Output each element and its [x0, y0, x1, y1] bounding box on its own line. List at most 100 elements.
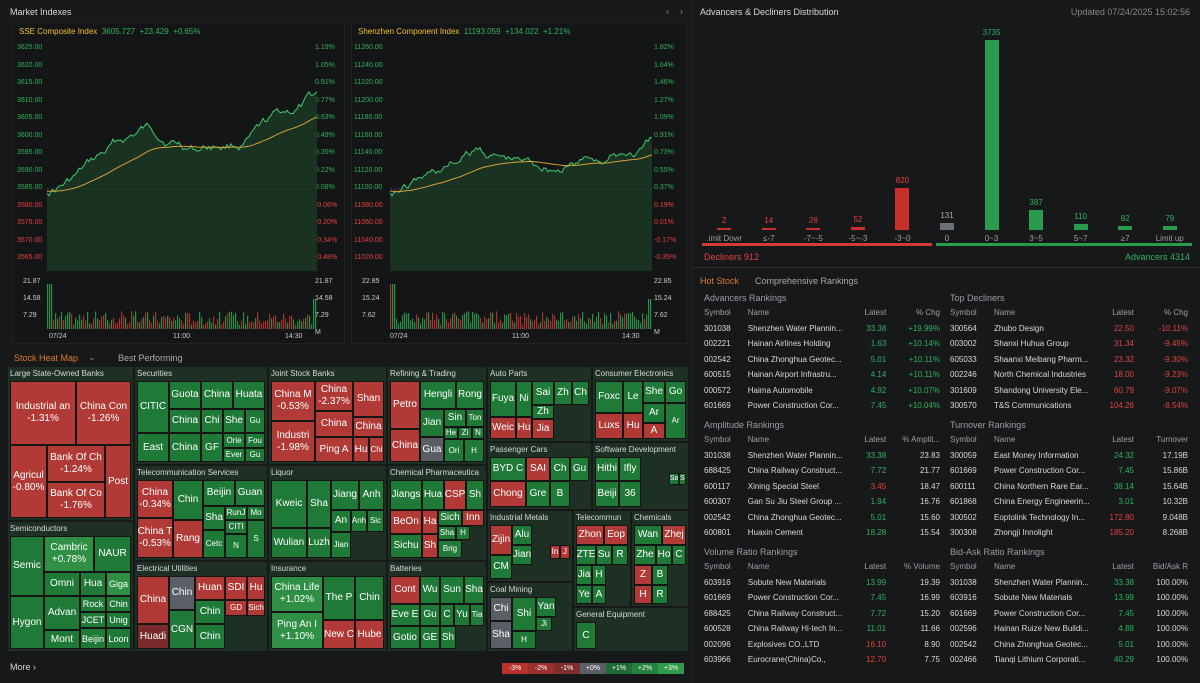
stock-cell[interactable]: CSP [444, 480, 466, 510]
column-header[interactable]: % Chg [1163, 308, 1188, 318]
stock-cell[interactable]: Rock [80, 596, 106, 612]
column-header[interactable]: Name [994, 308, 1016, 318]
stock-cell[interactable]: China [315, 411, 353, 437]
stock-cell[interactable]: A [643, 423, 665, 439]
table-row[interactable]: 300059 East Money Information 24.32 17.19B [946, 448, 1192, 464]
stock-cell[interactable]: Z [634, 565, 652, 585]
stock-cell[interactable]: Gu [245, 409, 265, 433]
stock-cell[interactable]: CITI [225, 520, 247, 534]
tab-hot-stock[interactable]: Hot Stock [700, 276, 740, 286]
stock-cell[interactable]: Eve E [390, 604, 420, 626]
table-row[interactable]: 600515 Hainan Airport Infrastru... 4.14 +10… [700, 367, 944, 383]
table-row[interactable]: 300308 Zhongji Innolight 185.20 8.268B [946, 525, 1192, 541]
stock-cell[interactable]: Beiji [595, 481, 619, 507]
stock-cell[interactable]: Orie [223, 433, 245, 448]
table-row[interactable]: 603916 Sobute New Materials 13.99 19.39 [700, 575, 944, 591]
stock-cell[interactable]: Bank Of Ch -1.24% [47, 445, 105, 482]
stock-cell[interactable]: Chin [355, 576, 384, 620]
stock-cell[interactable]: Jiang [331, 480, 359, 510]
table-row[interactable]: 600111 China Northern Rare Ear... 38.14 15.… [946, 479, 1192, 495]
column-header[interactable]: Latest [864, 562, 887, 572]
stock-cell[interactable]: Ha [422, 510, 438, 534]
table-row[interactable]: 605033 Shaanxi Meibang Pharm... 23.32 -9.30… [946, 352, 1192, 368]
stock-cell[interactable]: Weic [490, 417, 516, 439]
stock-cell[interactable]: Yan [536, 597, 556, 617]
stock-cell[interactable]: Sichu [390, 534, 422, 558]
stock-cell[interactable]: Ever [223, 448, 245, 462]
stock-cell[interactable]: H [456, 526, 470, 540]
stock-cell[interactable]: China -2.37% [315, 381, 353, 411]
table-row[interactable]: 603916 Sobute New Materials 13.99 100.00% [946, 590, 1192, 606]
stock-cell[interactable]: Jian [331, 532, 351, 558]
stock-cell[interactable]: R [612, 545, 628, 565]
distribution-bar[interactable] [1118, 225, 1133, 230]
stock-cell[interactable]: Sin [444, 409, 466, 427]
stock-cell[interactable]: China [390, 429, 420, 462]
stock-cell[interactable]: Chin [195, 624, 225, 649]
table-row[interactable]: 600307 Gan Su Jiu Steel Group ... 1.94 16.7… [700, 494, 944, 510]
table-row[interactable]: 601669 Power Construction Cor... 7.45 15.86… [946, 463, 1192, 479]
sse-index-chart[interactable]: SSE Composite Index 3605.727 +23.429 +0.… [12, 22, 345, 344]
stock-cell[interactable]: Luxs [595, 413, 623, 439]
stock-cell[interactable]: Eop [604, 525, 628, 545]
table-row[interactable]: 300564 Zhubo Design 22.50 -10.11% [946, 321, 1192, 337]
column-header[interactable]: % Amplit... [902, 435, 940, 445]
stock-cell[interactable]: Alu [512, 525, 532, 545]
stock-cell[interactable]: Sa [669, 473, 679, 485]
stock-cell[interactable]: J [560, 545, 570, 559]
stock-cell[interactable]: Chin [106, 596, 131, 612]
stock-cell[interactable]: Sh [466, 480, 484, 510]
stock-cell[interactable]: Chi [201, 409, 223, 433]
stock-cell[interactable]: Ch [572, 381, 589, 405]
stock-cell[interactable]: RunJ [225, 506, 247, 520]
stock-cell[interactable]: Mo [247, 506, 265, 520]
stock-cell[interactable]: R [652, 585, 668, 604]
stock-cell[interactable]: Shi [512, 597, 536, 631]
stock-cell[interactable]: Luzh [307, 528, 331, 558]
stock-cell[interactable]: C [576, 622, 596, 649]
next-arrow-icon[interactable]: › [680, 6, 683, 16]
stock-cell[interactable]: Sai [532, 381, 554, 405]
stock-cell[interactable]: China M -0.53% [271, 381, 315, 421]
stock-cell[interactable]: BYD C [490, 457, 526, 481]
table-row[interactable]: 601669 Power Construction Cor... 7.45 +10.0… [700, 398, 944, 414]
distribution-bar[interactable] [1029, 210, 1044, 230]
stock-cell[interactable]: Semic [10, 536, 44, 596]
stock-cell[interactable]: Beijin [80, 628, 106, 649]
stock-cell[interactable]: Sun [440, 576, 464, 604]
stock-cell[interactable]: An [331, 510, 351, 532]
stock-cell[interactable]: N [472, 427, 484, 439]
stock-cell[interactable]: Post [105, 445, 131, 518]
stock-cell[interactable]: Yu [454, 604, 470, 626]
column-header[interactable]: Symbol [950, 308, 977, 318]
table-row[interactable]: 600801 Huaxin Cement 18.28 15.54 [700, 525, 944, 541]
stock-cell[interactable]: Chong [490, 481, 526, 507]
stock-cell[interactable]: China [201, 381, 233, 409]
column-header[interactable]: Name [994, 435, 1016, 445]
stock-cell[interactable]: Sh [440, 626, 456, 649]
table-row[interactable]: 301038 Shenzhen Water Plannin... 33.38 +19.… [700, 321, 944, 337]
stock-cell[interactable]: SAI [526, 457, 550, 481]
chevron-down-icon[interactable]: ⌄ [88, 352, 96, 362]
stock-cell[interactable]: Advan [44, 596, 80, 630]
stock-cell[interactable]: Hu [353, 437, 369, 462]
stock-cell[interactable]: Gu [570, 457, 589, 481]
stock-cell[interactable]: East [137, 433, 169, 462]
stock-cell[interactable]: Industrial an -1.31% [10, 381, 76, 445]
stock-cell[interactable]: Hithi [595, 457, 619, 481]
stock-cell[interactable]: China T -0.53% [137, 518, 173, 558]
stock-cell[interactable]: Gotio [390, 626, 420, 649]
stock-cell[interactable]: Bank Of Co -1.76% [47, 482, 105, 518]
stock-cell[interactable]: CGN [169, 610, 195, 649]
stock-cell[interactable]: Tia [470, 604, 484, 626]
stock-cell[interactable]: Ar [665, 403, 686, 439]
stock-cell[interactable]: Rang [173, 520, 203, 558]
column-header[interactable]: Name [747, 308, 770, 318]
stock-cell[interactable]: Beijin [203, 480, 235, 506]
column-header[interactable]: Latest [1112, 435, 1134, 445]
stock-cell[interactable]: S [679, 473, 686, 485]
stock-cell[interactable]: Jian [512, 545, 532, 565]
stock-cell[interactable]: Hu [516, 417, 532, 439]
more-link[interactable]: More › [10, 662, 37, 672]
table-row[interactable]: 600117 Xining Special Steel 3.45 18.47 [700, 479, 944, 495]
